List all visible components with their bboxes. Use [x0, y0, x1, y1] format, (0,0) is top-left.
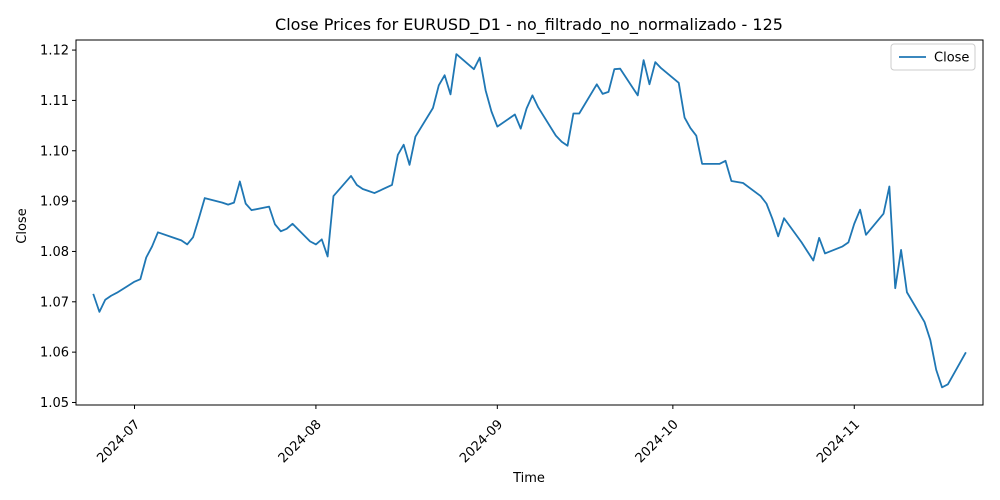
y-tick-label: 1.05: [40, 396, 69, 411]
x-axis-label: Time: [512, 471, 545, 486]
y-axis-label: Close: [15, 208, 30, 243]
plot-area: [92, 53, 967, 389]
series-line-close: [92, 53, 967, 389]
y-tick-label: 1.06: [40, 346, 69, 361]
chart-title: Close Prices for EURUSD_D1 - no_filtrado…: [275, 15, 783, 35]
axes-frame: [75, 39, 984, 406]
y-tick-label: 1.11: [40, 94, 69, 109]
legend-frame: [890, 43, 976, 71]
y-tick-label: 1.07: [40, 295, 69, 310]
y-tick-label: 1.12: [40, 44, 69, 59]
y-tick-label: 1.09: [40, 195, 69, 210]
legend-label-close: Close: [934, 51, 969, 66]
y-tick-label: 1.10: [40, 144, 69, 159]
legend: Close: [890, 43, 976, 71]
y-tick-label: 1.08: [40, 245, 69, 260]
